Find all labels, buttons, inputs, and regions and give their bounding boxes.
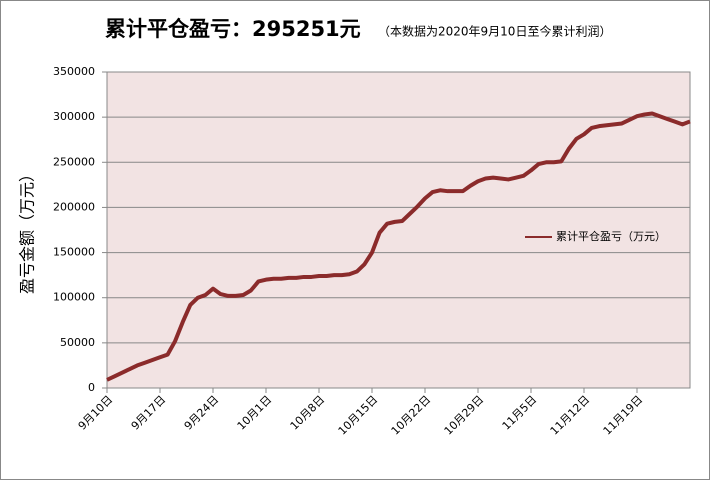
y-tick-label: 100000 — [53, 291, 95, 304]
y-tick-label: 150000 — [53, 246, 95, 259]
y-axis-label: 盈亏金额（万元） — [18, 166, 37, 294]
y-tick-label: 300000 — [53, 110, 95, 123]
y-tick-label: 200000 — [53, 200, 95, 213]
data-line — [106, 111, 691, 382]
y-tick-label: 350000 — [53, 65, 95, 78]
chart-title: 累计平仓盈亏：295251元 — [105, 17, 361, 41]
legend-label: 累计平仓盈亏（万元） — [556, 229, 666, 243]
plot-area — [106, 71, 691, 389]
y-tick-label: 50000 — [60, 336, 95, 349]
y-tick-label: 0 — [88, 381, 95, 394]
chart-subtitle: （本数据为2020年9月10日至今累计利润） — [378, 24, 611, 39]
y-tick-label: 250000 — [53, 155, 95, 168]
